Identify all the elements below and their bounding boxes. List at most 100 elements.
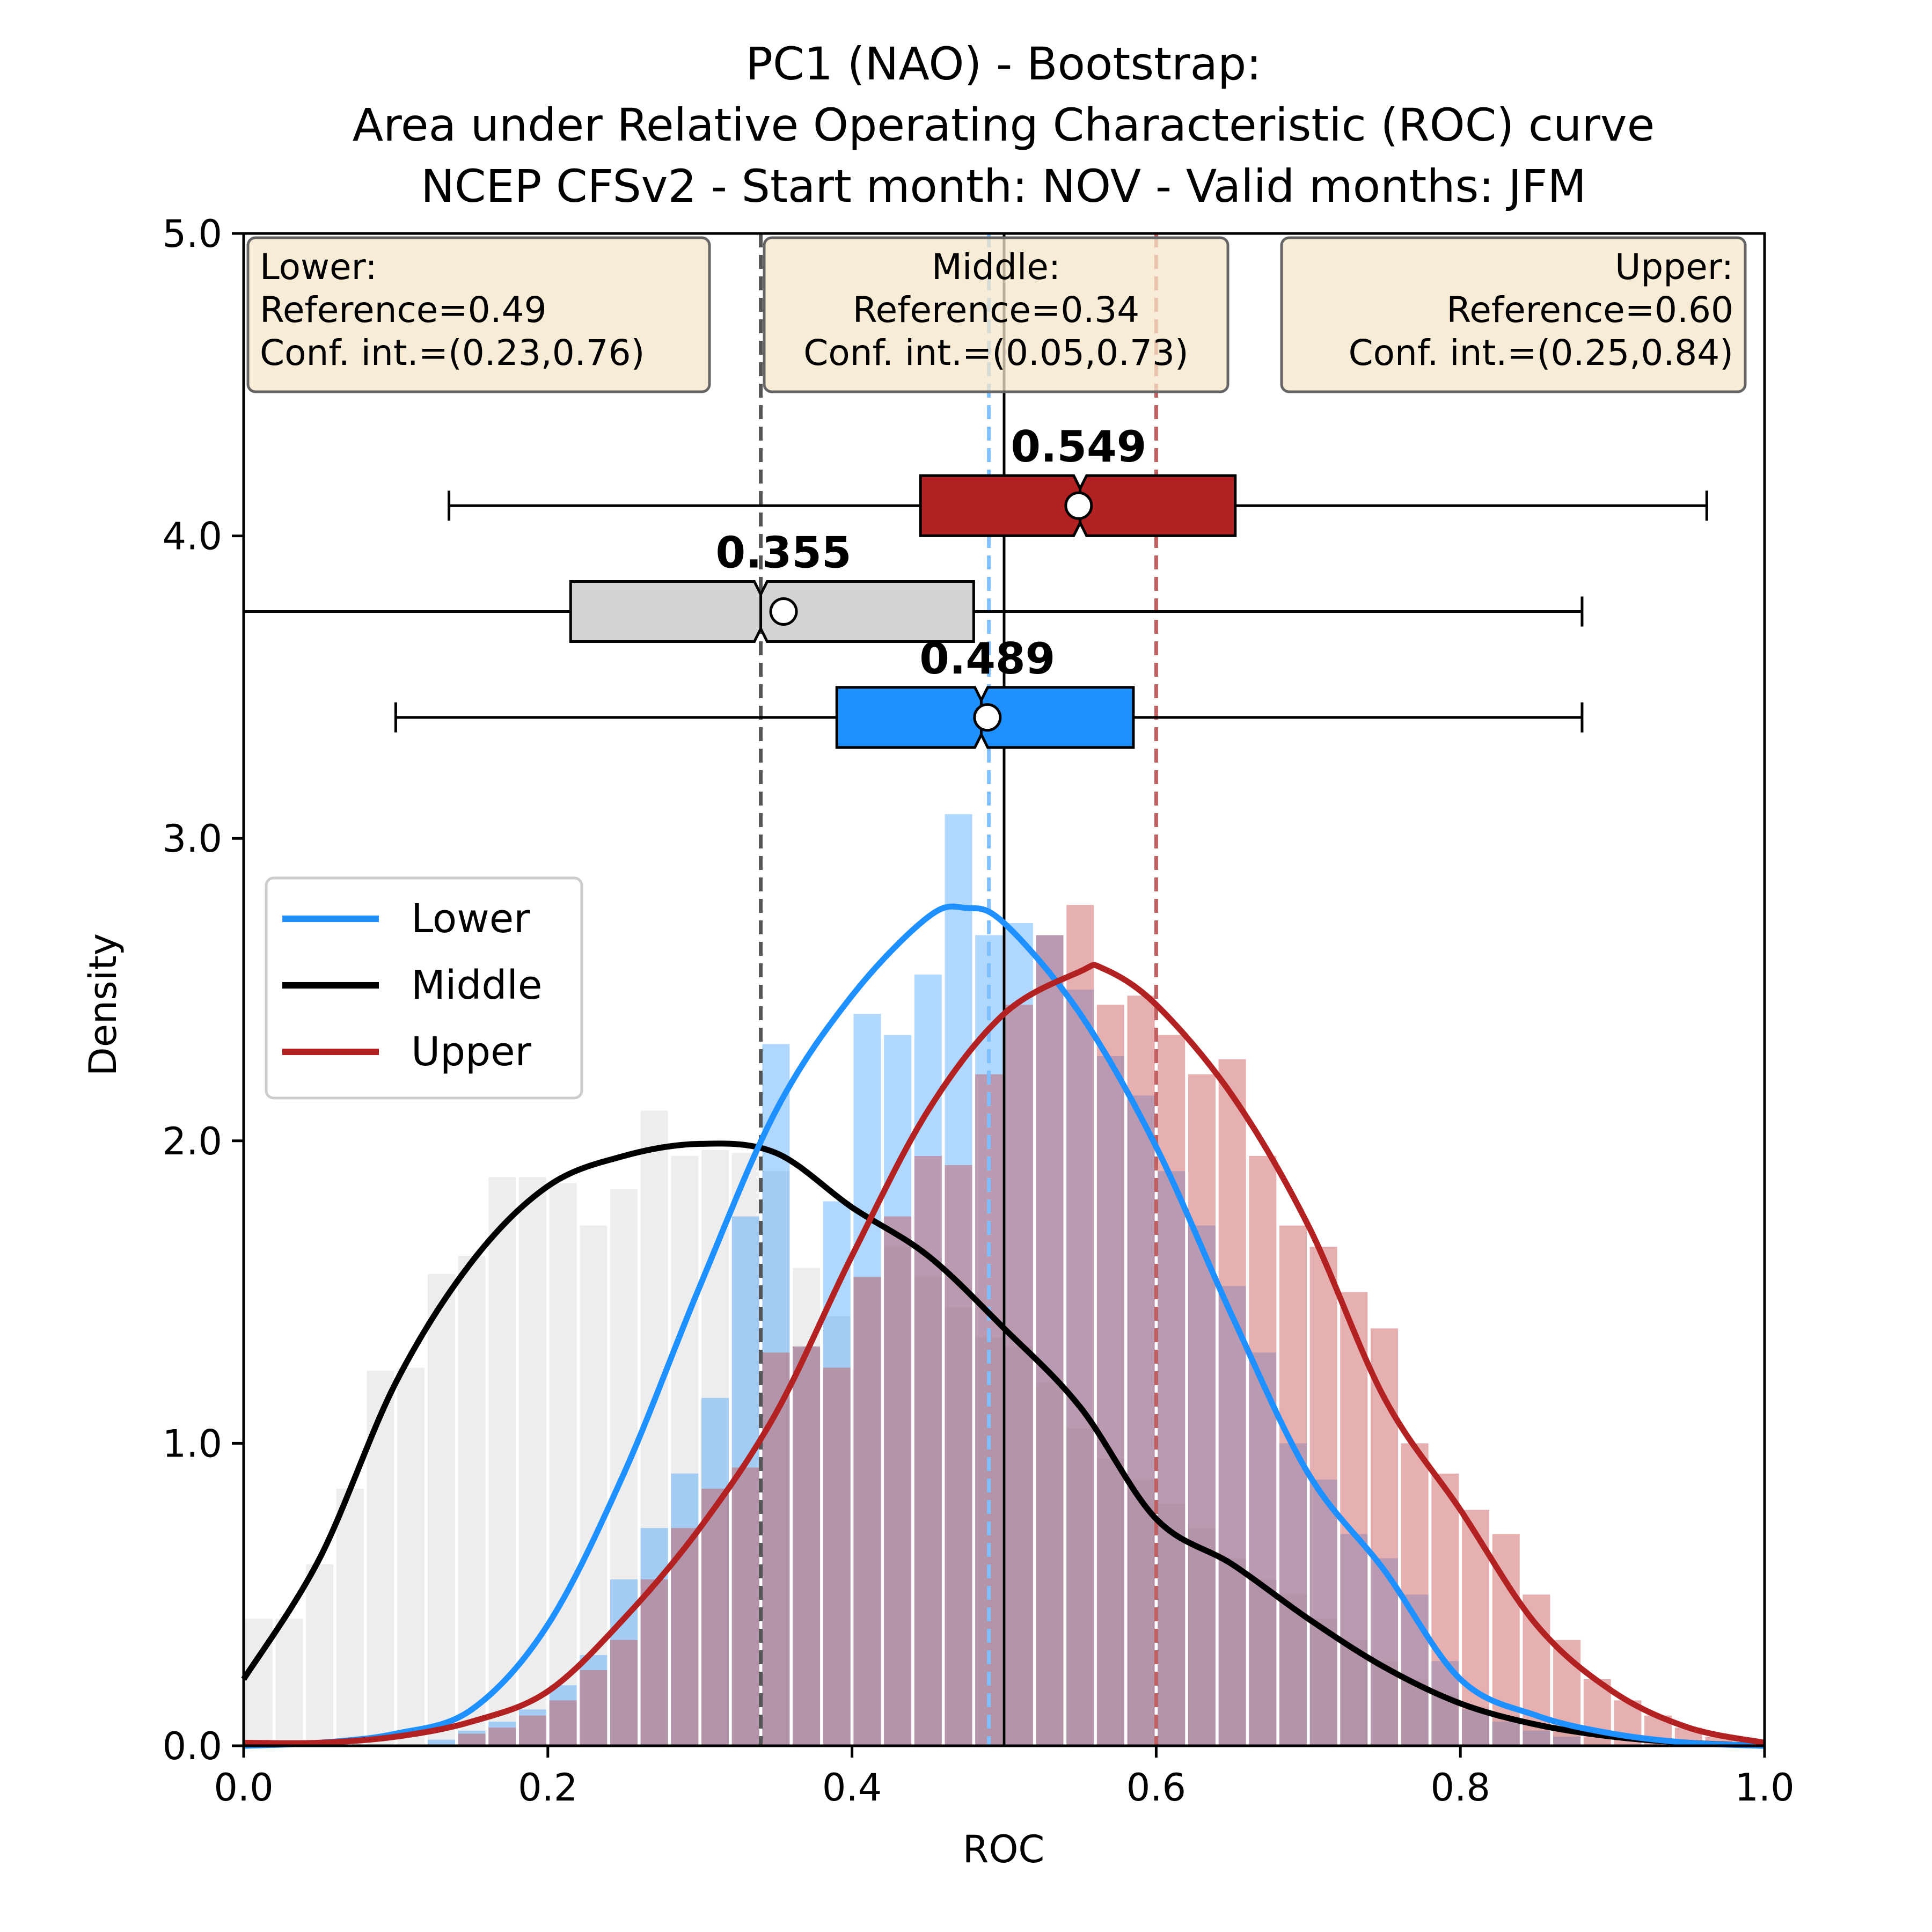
hist-bar-upper: [1127, 996, 1155, 1746]
y-tick-label: 3.0: [163, 817, 222, 861]
hist-bar-upper: [1401, 1443, 1429, 1746]
x-tick-label: 0.6: [1126, 1766, 1186, 1810]
hist-bar-lower: [1309, 1480, 1337, 1746]
legend-label-middle: Middle: [411, 962, 542, 1008]
hist-bar-upper: [1158, 1035, 1185, 1746]
title-line-1: PC1 (NAO) - Bootstrap:: [745, 38, 1261, 90]
hist-bar-upper: [793, 1346, 821, 1746]
hist-bar-lower: [1370, 1558, 1399, 1746]
hist-bar-upper: [518, 1715, 546, 1746]
hist-bar-upper: [884, 1216, 912, 1746]
hist-bar-lower: [488, 1721, 516, 1746]
hist-bar-upper: [1249, 1155, 1277, 1746]
hist-bar-upper: [914, 1155, 942, 1746]
hist-bar-middle: [1005, 1346, 1033, 1746]
mean-marker-middle: [769, 597, 798, 626]
hist-bar-middle: [853, 1277, 881, 1746]
hist-bar-lower: [1553, 1737, 1581, 1746]
info-box-lower: Lower: Reference=0.49 Conf. int.=(0.23,0…: [246, 236, 711, 393]
hist-bar-lower: [671, 1473, 699, 1746]
hist-bar-upper: [549, 1700, 577, 1746]
hist-bar-middle: [762, 1171, 790, 1746]
hist-bar-upper: [1096, 1005, 1124, 1746]
hist-bar-middle: [275, 1619, 303, 1746]
hist-bar-lower: [518, 1709, 546, 1746]
info-middle-line-2: Reference=0.34: [853, 289, 1140, 331]
hist-bar-middle: [1583, 1737, 1611, 1746]
kde-curve-upper: [243, 962, 1766, 1746]
info-box-upper: Upper: Reference=0.60 Conf. int.=(0.25,0…: [1280, 236, 1747, 393]
hist-bar-middle: [1127, 1480, 1155, 1746]
hist-bar-upper: [458, 1733, 486, 1746]
hist-bar-upper: [975, 1074, 1003, 1746]
kde-curve-middle: [241, 1140, 1765, 1749]
hist-bar-upper: [1431, 1473, 1459, 1746]
info-middle-line-3: Conf. int.=(0.05,0.73): [803, 332, 1188, 374]
x-tick-label: 1.0: [1735, 1766, 1794, 1810]
plot-frame: [242, 232, 1766, 1747]
hist-bar-lower: [1188, 1225, 1216, 1746]
hist-bar-upper: [1370, 1328, 1399, 1746]
legend-label-upper: Upper: [411, 1029, 532, 1075]
hist-bar-upper: [488, 1728, 516, 1746]
hist-bar-lower: [1492, 1721, 1520, 1746]
legend: Lower Middle Upper: [265, 876, 583, 1100]
hist-bar-lower: [1036, 935, 1064, 1746]
hist-bar-upper: [823, 1367, 851, 1746]
hist-bar-middle: [671, 1155, 699, 1746]
info-upper-line-1: Upper:: [1615, 246, 1733, 288]
y-tick-label: 0.0: [163, 1724, 222, 1768]
hist-bar-upper: [731, 1467, 759, 1746]
hist-bar-middle: [1249, 1579, 1277, 1746]
hist-bar-lower: [1249, 1352, 1277, 1746]
box-mean-label-upper: 0.549: [1011, 422, 1146, 472]
hist-bar-upper: [1188, 1074, 1216, 1746]
hist-bar-middle: [1309, 1619, 1337, 1746]
hist-bar-upper: [1218, 1059, 1246, 1746]
hist-bar-lower: [549, 1685, 577, 1746]
hist-bar-middle: [945, 1307, 972, 1746]
x-tick-label: 0.0: [214, 1766, 273, 1810]
hist-bar-middle: [1036, 1382, 1064, 1746]
x-tick-label: 0.2: [518, 1766, 577, 1810]
hist-bar-middle: [884, 1247, 912, 1746]
y-axis: 0.0 1.0 2.0 3.0 4.0 5.0 Density: [81, 212, 244, 1768]
hist-bar-middle: [367, 1371, 394, 1746]
y-tick-label: 5.0: [163, 212, 222, 256]
hist-bar-middle: [823, 1316, 851, 1746]
hist-bar-middle: [1188, 1528, 1216, 1746]
mean-marker-upper: [1064, 491, 1093, 520]
y-tick-label: 2.0: [163, 1119, 222, 1163]
info-lower-line-2: Reference=0.49: [260, 289, 547, 331]
boxplot-lower: 0.489: [394, 634, 1584, 749]
hist-bar-lower: [1279, 1443, 1307, 1746]
hist-bar-lower: [1096, 1056, 1124, 1746]
hist-bar-middle: [488, 1177, 516, 1746]
hist-bar-lower: [914, 974, 942, 1746]
hist-bar-upper: [610, 1640, 638, 1746]
hist-bar-upper: [701, 1488, 729, 1746]
x-axis: 0.0 0.2 0.4 0.6 0.8 1.0 ROC: [214, 1746, 1795, 1871]
hist-bar-lower: [1523, 1730, 1550, 1746]
hist-bar-middle: [306, 1564, 334, 1746]
box-mean-label-lower: 0.489: [919, 634, 1055, 684]
hist-bar-lower: [640, 1528, 668, 1746]
x-tick-label: 0.8: [1431, 1766, 1490, 1810]
y-axis-label: Density: [81, 933, 125, 1076]
legend-label-lower: Lower: [411, 896, 530, 942]
y-tick-label: 1.0: [163, 1422, 222, 1466]
histogram-lower: [427, 814, 1581, 1746]
info-box-middle: Middle: Reference=0.34 Conf. int.=(0.05,…: [763, 236, 1230, 393]
hist-bar-middle: [458, 1255, 486, 1746]
x-tick-label: 0.4: [822, 1766, 882, 1810]
hist-bar-upper: [1036, 935, 1064, 1746]
info-lower-line-1: Lower:: [260, 246, 377, 288]
box-mean-label-middle: 0.355: [716, 528, 852, 578]
hist-bar-upper: [671, 1528, 699, 1746]
hist-bar-middle: [1218, 1558, 1246, 1746]
mean-marker-lower: [973, 703, 1002, 732]
hist-bar-middle: [549, 1183, 577, 1746]
hist-bar-upper: [580, 1670, 608, 1746]
info-box-upper-frame: [1280, 236, 1747, 393]
